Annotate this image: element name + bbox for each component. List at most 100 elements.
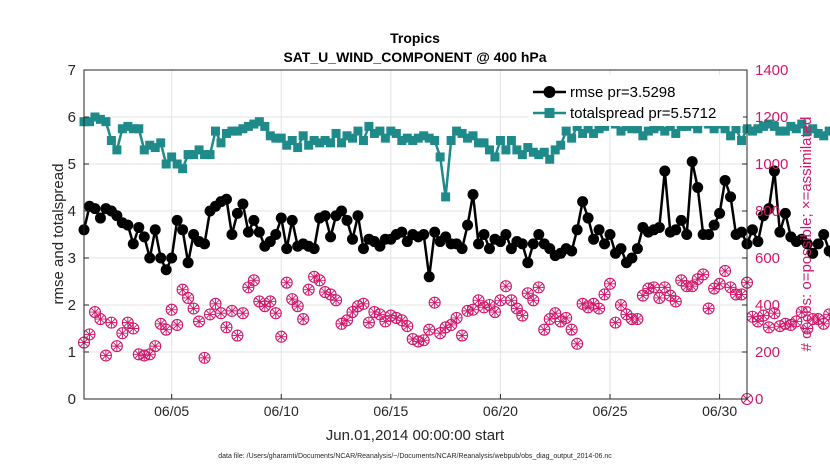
- possible-obs-cross: [264, 295, 276, 307]
- possible-obs-point: [193, 315, 206, 328]
- possible-obs-cross: [560, 312, 572, 324]
- rmse-point: [736, 226, 748, 238]
- possible-obs-point: [401, 320, 414, 333]
- totalspread-point: [364, 121, 374, 131]
- possible-obs-cross: [533, 281, 545, 293]
- y-right-tick-label: 0: [755, 391, 763, 408]
- totalspread-point: [484, 145, 494, 155]
- possible-obs-point: [735, 288, 748, 301]
- y-right-tick-label: 1200: [755, 109, 788, 126]
- data-file-footer: data file: /Users/gharamti/Documents/NCA…: [218, 453, 612, 460]
- totalspread-point: [682, 121, 692, 131]
- possible-obs-point: [313, 274, 326, 287]
- possible-obs-point: [203, 308, 217, 321]
- totalspread-point: [726, 131, 736, 141]
- totalspread-point: [424, 133, 434, 143]
- possible-obs-cross: [785, 319, 797, 331]
- possible-obs-point: [801, 322, 814, 335]
- possible-obs-point: [817, 317, 830, 330]
- totalspread-point: [183, 150, 193, 160]
- totalspread-point: [758, 121, 768, 131]
- possible-obs-point: [658, 281, 671, 294]
- rmse-point: [588, 233, 600, 245]
- possible-obs-cross: [423, 324, 435, 336]
- totalspread-point: [468, 131, 478, 141]
- rmse-point: [275, 212, 287, 224]
- possible-obs-cross: [220, 321, 232, 333]
- totalspread-point: [474, 138, 484, 148]
- y-axis-label-left: rmse and totalspread: [50, 164, 67, 305]
- possible-obs-point: [143, 348, 156, 361]
- rmse-point: [396, 226, 408, 238]
- totalspread-point: [594, 124, 604, 134]
- possible-obs-cross: [670, 295, 682, 307]
- totalspread-point: [567, 133, 577, 143]
- possible-obs-cross: [609, 317, 621, 329]
- possible-obs-point: [636, 289, 649, 302]
- totalspread-point: [819, 131, 829, 141]
- totalspread-point: [528, 147, 538, 157]
- possible-obs-point: [209, 297, 222, 310]
- possible-obs-cross: [105, 317, 117, 329]
- totalspread-point: [232, 126, 242, 136]
- legend-totalspread-marker: [544, 108, 555, 118]
- totalspread-point: [616, 126, 626, 136]
- possible-obs-point: [105, 316, 118, 329]
- rmse-point: [571, 224, 583, 236]
- possible-obs-cross: [577, 298, 589, 310]
- totalspread-point: [391, 128, 401, 138]
- possible-obs-point: [445, 318, 458, 332]
- possible-obs-cross: [83, 328, 95, 340]
- possible-obs-cross: [237, 307, 249, 319]
- possible-obs-point: [127, 322, 140, 335]
- possible-obs-cross: [664, 290, 676, 302]
- totalspread-point: [665, 121, 675, 131]
- rmse-point: [253, 226, 265, 238]
- possible-obs-cross: [511, 303, 523, 315]
- totalspread-point: [413, 133, 423, 143]
- totalspread-point: [747, 126, 757, 136]
- totalspread-point: [638, 131, 648, 141]
- possible-obs-point: [373, 308, 386, 321]
- totalspread-point: [337, 138, 347, 148]
- totalspread-point: [134, 124, 144, 134]
- possible-obs-cross: [555, 315, 567, 327]
- y-left-tick-label: 1: [68, 344, 76, 361]
- possible-obs-point: [83, 328, 96, 341]
- rmse-point: [89, 203, 101, 215]
- rmse-point: [220, 193, 232, 205]
- rmse-point: [768, 165, 780, 177]
- totalspread-point: [495, 136, 505, 145]
- x-tick-label: 06/15: [373, 403, 408, 419]
- possible-obs-cross: [275, 331, 287, 343]
- possible-obs-cross: [544, 313, 556, 325]
- totalspread-point: [441, 192, 451, 202]
- totalspread-point: [430, 136, 440, 145]
- possible-obs-cross: [790, 315, 802, 327]
- x-tick-label: 06/30: [702, 403, 737, 419]
- rmse-point: [352, 210, 364, 222]
- possible-obs-point: [527, 294, 540, 307]
- rmse-point: [812, 238, 824, 250]
- possible-obs-cross: [648, 281, 660, 293]
- possible-obs-point: [275, 330, 288, 343]
- possible-obs-cross: [363, 317, 375, 329]
- y-left-tick-label: 6: [68, 109, 76, 126]
- x-tick-label: 06/10: [264, 403, 299, 419]
- possible-obs-cross: [231, 330, 243, 342]
- rmse-point: [237, 198, 249, 210]
- possible-obs-point: [565, 323, 578, 336]
- possible-obs-point: [286, 293, 299, 306]
- rmse-point: [319, 210, 331, 222]
- possible-obs-point: [631, 313, 644, 326]
- totalspread-point: [660, 126, 670, 136]
- totalspread-point: [824, 126, 830, 136]
- possible-obs-point: [603, 277, 617, 290]
- legend-totalspread-label: totalspread pr=5.5712: [570, 105, 716, 122]
- possible-obs-cross: [483, 299, 495, 311]
- possible-obs-cross: [714, 278, 726, 290]
- possible-obs-cross: [149, 340, 161, 352]
- possible-obs-point: [225, 304, 238, 317]
- rmse-point: [467, 189, 479, 201]
- rmse-point: [122, 219, 134, 231]
